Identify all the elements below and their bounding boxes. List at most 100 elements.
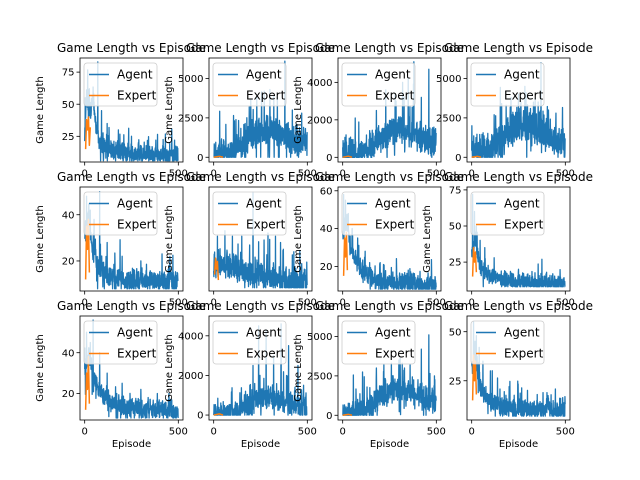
subplot-title: Game Length vs Episode (57, 41, 206, 55)
y-tick-label: 5000 (307, 332, 332, 343)
subplot-5: 0 500 20 40 Game Length Agent Expert Game Lengt… (35, 170, 206, 309)
subplot-title: Game Length vs Episode (186, 41, 335, 55)
x-tick-label: 500 (298, 427, 317, 438)
subplot-8: 0 500 25 50 75 Game Length Agent Expert Game Len… (422, 170, 593, 309)
series-line-expert (471, 246, 478, 277)
y-axis-label: Game Length (293, 334, 304, 401)
legend: Agent Expert (470, 62, 545, 107)
axes-frame (79, 315, 184, 421)
legend: Agent Expert (212, 191, 287, 236)
x-tick-label: 0 (339, 169, 345, 180)
x-tick-label: 0 (468, 427, 474, 438)
x-tick-label: 500 (169, 427, 188, 438)
y-tick-label: 2500 (178, 113, 203, 124)
x-tick-label: 500 (427, 298, 446, 309)
x-tick-label: 500 (427, 169, 446, 180)
legend: Agent Expert (83, 62, 158, 107)
y-tick-label: 2500 (307, 371, 332, 382)
subplot-6: 0 500 Game Length Agent Expert Game Length vs… (164, 170, 335, 309)
legend: Agent Expert (83, 320, 158, 365)
series-line-agent (471, 321, 566, 417)
legend-label-expert: Expert (246, 218, 286, 232)
y-tick-label: 0 (197, 411, 203, 422)
legend: Agent Expert (341, 62, 416, 107)
legend-label-expert: Expert (375, 89, 415, 103)
y-tick-label: 40 (320, 224, 333, 235)
x-tick-label: 500 (556, 427, 575, 438)
y-tick-label: 0 (326, 153, 332, 164)
y-tick-label: 2000 (178, 371, 203, 382)
series-line-expert (471, 354, 478, 401)
series-line-agent (213, 323, 308, 416)
series-line-expert (84, 116, 92, 150)
y-tick-label: 2000 (307, 115, 332, 126)
legend-label-agent: Agent (504, 68, 540, 82)
x-tick-label: 0 (210, 427, 216, 438)
series-line-expert (342, 231, 349, 276)
x-tick-label: 0 (210, 169, 216, 180)
y-tick-label: 60 (320, 186, 333, 197)
y-axis-label: Game Length (164, 334, 175, 401)
legend-label-expert: Expert (375, 218, 415, 232)
axes-frame (466, 315, 571, 421)
legend-label-expert: Expert (375, 347, 415, 361)
axes-frame (208, 57, 313, 163)
series-line-agent (213, 60, 308, 158)
x-tick-label: 500 (298, 298, 317, 309)
y-tick-label: 50 (449, 222, 462, 233)
x-axis-label: Episode (241, 439, 280, 450)
y-tick-label: 25 (449, 258, 462, 269)
y-axis-label: Game Length (293, 76, 304, 143)
legend-label-expert: Expert (246, 89, 286, 103)
y-axis-label: Game Length (35, 334, 46, 401)
y-axis-label: Game Length (422, 205, 433, 272)
legend-label-agent: Agent (375, 326, 411, 340)
subplot-title: Game Length vs Episode (186, 170, 335, 184)
axes-frame (79, 57, 184, 163)
series-line-expert (342, 413, 353, 417)
axes-frame (208, 186, 313, 292)
y-tick-label: 5000 (436, 74, 461, 85)
x-tick-label: 500 (169, 298, 188, 309)
y-tick-label: 5000 (178, 74, 203, 85)
y-axis-label: Game Length (293, 205, 304, 272)
series-line-expert (213, 257, 220, 281)
legend-label-agent: Agent (117, 68, 153, 82)
series-line-agent (342, 193, 437, 290)
subplot-title: Game Length vs Episode (315, 170, 464, 184)
series-line-expert (213, 155, 224, 159)
subplot-title: Game Length vs Episode (444, 299, 593, 313)
y-axis-label: Game Length (35, 205, 46, 272)
y-tick-label: 20 (320, 262, 333, 273)
x-tick-label: 500 (556, 169, 575, 180)
x-tick-label: 0 (81, 169, 87, 180)
y-axis-label: Game Length (35, 76, 46, 143)
y-tick-label: 4000 (307, 78, 332, 89)
y-tick-label: 2500 (436, 113, 461, 124)
legend-label-agent: Agent (117, 197, 153, 211)
legend-label-expert: Expert (246, 347, 286, 361)
x-axis-label: Episode (499, 439, 538, 450)
legend: Agent Expert (470, 320, 545, 365)
y-axis-label: Game Length (164, 76, 175, 143)
x-tick-label: 0 (468, 169, 474, 180)
subplot-title: Game Length vs Episode (186, 299, 335, 313)
y-tick-label: 50 (62, 100, 75, 111)
legend: Agent Expert (212, 62, 287, 107)
axes-frame (337, 57, 442, 163)
legend-label-agent: Agent (246, 68, 282, 82)
y-tick-label: 40 (62, 210, 75, 221)
x-tick-label: 500 (169, 169, 188, 180)
series-line-agent (84, 190, 179, 290)
series-line-expert (84, 356, 91, 410)
x-axis-label: Episode (370, 439, 409, 450)
series-line-expert (342, 155, 353, 159)
legend: Agent Expert (470, 191, 545, 236)
